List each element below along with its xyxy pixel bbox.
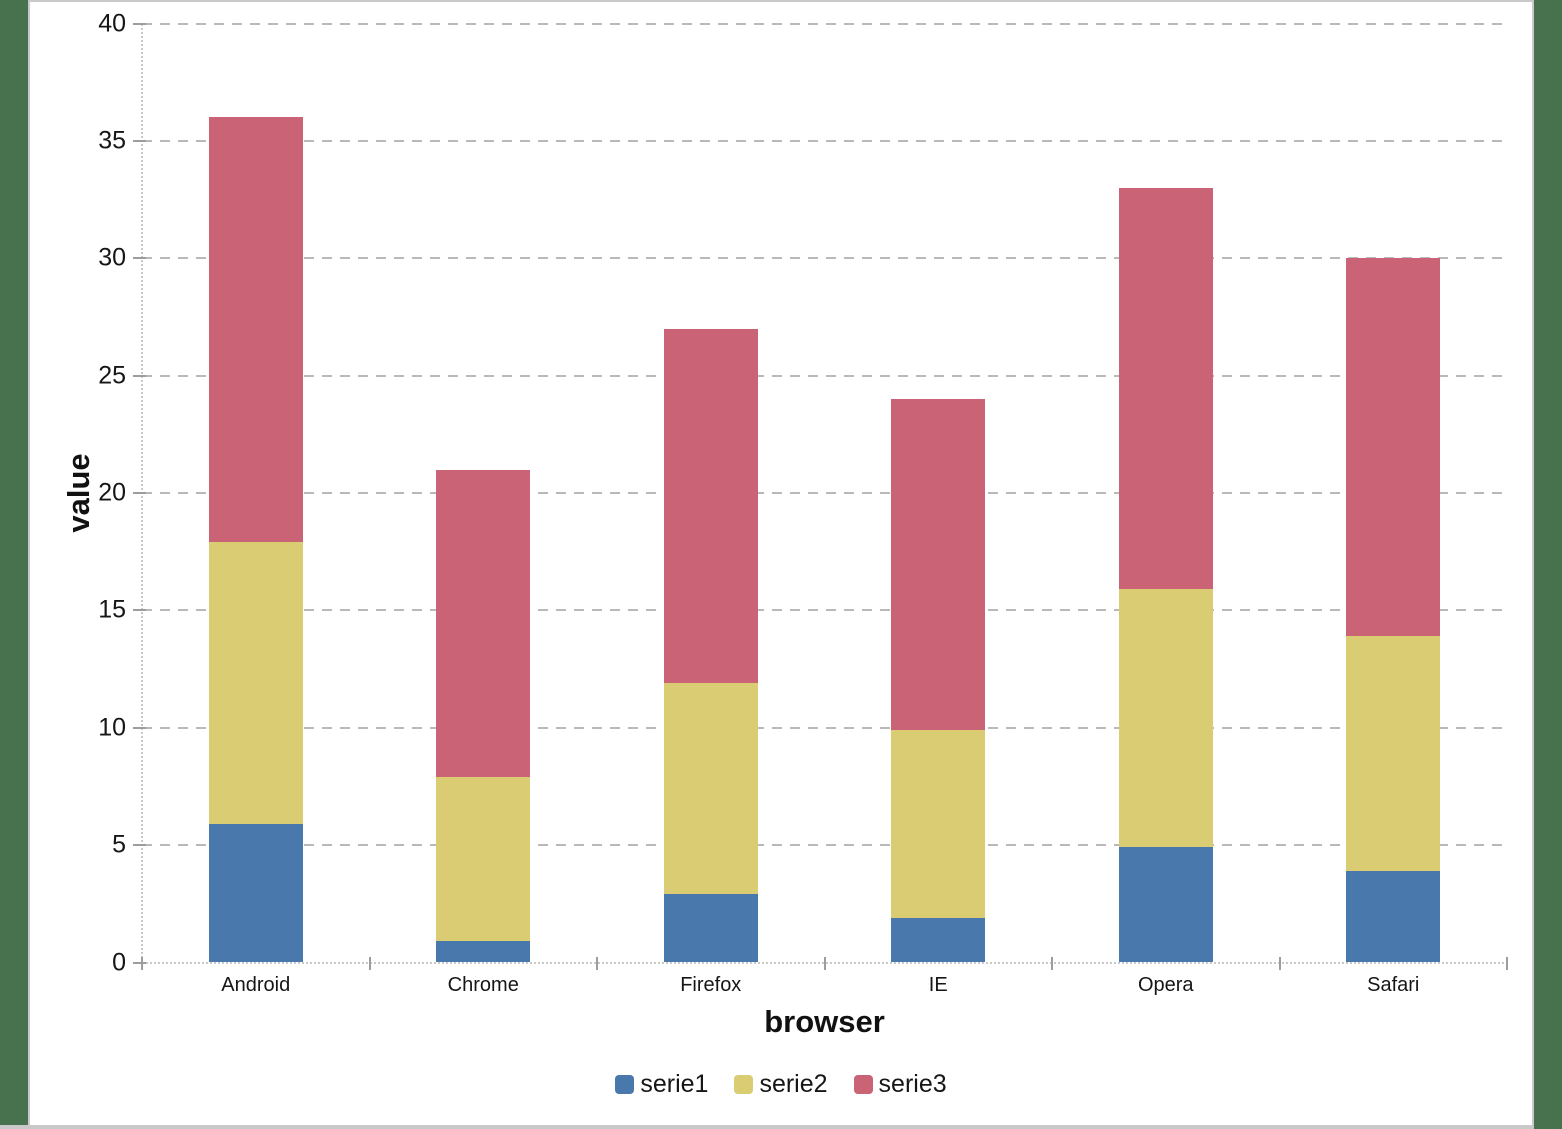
y-tick-label: 20: [98, 478, 126, 507]
y-tick-label: 30: [98, 243, 126, 272]
y-axis-tick: [133, 492, 146, 494]
bar-segment-serie2-android: [208, 542, 303, 824]
x-axis-tick: [823, 956, 826, 970]
bar-segment-serie2-safari: [1346, 636, 1441, 871]
y-axis-tick: [133, 257, 146, 260]
x-axis-tick: [1278, 956, 1281, 970]
legend: serie1 serie2 serie3: [30, 1072, 1532, 1097]
y-gridline: [142, 609, 1507, 612]
y-axis-tick: [133, 961, 146, 964]
x-category-label: IE: [928, 974, 948, 996]
y-gridline: [142, 844, 1507, 847]
x-axis-tick: [141, 956, 143, 970]
legend-swatch-icon: [615, 1075, 635, 1094]
bar-segment-serie3-chrome: [436, 469, 531, 778]
right-green-border: [1534, 0, 1562, 1129]
y-gridline: [142, 139, 1507, 142]
y-tick-label: 0: [112, 948, 126, 976]
y-tick-label: 40: [98, 9, 126, 37]
bar-segment-serie3-safari: [1346, 258, 1441, 637]
y-axis-title: value: [61, 453, 96, 533]
y-axis-tick: [133, 726, 146, 729]
legend-label: serie3: [878, 1070, 947, 1098]
bar-segment-serie1-chrome: [436, 941, 531, 963]
legend-item-serie2: serie2: [734, 1070, 828, 1098]
x-category-label: Firefox: [680, 974, 742, 996]
y-axis-tick: [133, 22, 146, 25]
x-category-label: Android: [221, 974, 291, 996]
bar-segment-serie2-ie: [891, 730, 986, 918]
legend-item-serie1: serie1: [615, 1072, 708, 1097]
bar-segment-serie1-firefox: [663, 894, 758, 963]
bar-segment-serie3-android: [208, 117, 303, 543]
y-tick-label: 25: [98, 361, 126, 390]
bar-segment-serie2-firefox: [663, 683, 758, 895]
x-category-label: Safari: [1367, 974, 1420, 996]
y-axis-tick: [133, 609, 146, 612]
y-gridline: [142, 726, 1507, 729]
y-gridline: [142, 22, 1507, 25]
y-axis-tick: [133, 374, 146, 377]
panel-bottom-edge: [0, 1125, 1534, 1129]
left-green-border: [0, 0, 28, 1125]
panel-right-edge: [1532, 0, 1534, 1125]
legend-label: serie1: [640, 1070, 709, 1098]
x-category-label: Opera: [1137, 974, 1194, 996]
legend-swatch-icon: [734, 1075, 754, 1094]
legend-swatch-icon: [853, 1075, 873, 1094]
legend-label: serie2: [759, 1070, 828, 1098]
legend-item-serie3: serie3: [853, 1070, 947, 1098]
bar-segment-serie3-firefox: [663, 328, 758, 684]
y-tick-label: 10: [98, 713, 126, 742]
bar-segment-serie3-ie: [891, 399, 986, 731]
y-gridline: [142, 257, 1507, 260]
x-axis-tick: [1506, 956, 1508, 970]
x-axis-tick: [368, 956, 371, 970]
panel-top-edge: [28, 0, 1534, 2]
x-category-label: Chrome: [447, 974, 519, 996]
y-gridline: [142, 492, 1507, 494]
y-axis-tick: [133, 844, 146, 847]
panel-left-edge: [28, 0, 30, 1125]
bar-segment-serie1-android: [208, 823, 303, 963]
bar-segment-serie2-opera: [1118, 589, 1213, 848]
bar-segment-serie1-safari: [1346, 870, 1441, 963]
y-axis-tick: [133, 139, 146, 142]
y-tick-label: 35: [98, 126, 126, 155]
x-axis-tick: [596, 956, 598, 970]
y-tick-label: 15: [98, 595, 126, 624]
y-tick-label: 5: [112, 830, 126, 859]
bar-segment-serie1-ie: [891, 917, 986, 963]
x-axis-title: browser: [764, 1004, 885, 1039]
y-gridline: [142, 374, 1507, 377]
bar-segment-serie2-chrome: [436, 777, 531, 942]
bar-segment-serie3-opera: [1118, 187, 1213, 590]
x-axis-tick: [1051, 956, 1053, 970]
bar-segment-serie1-opera: [1118, 847, 1213, 963]
